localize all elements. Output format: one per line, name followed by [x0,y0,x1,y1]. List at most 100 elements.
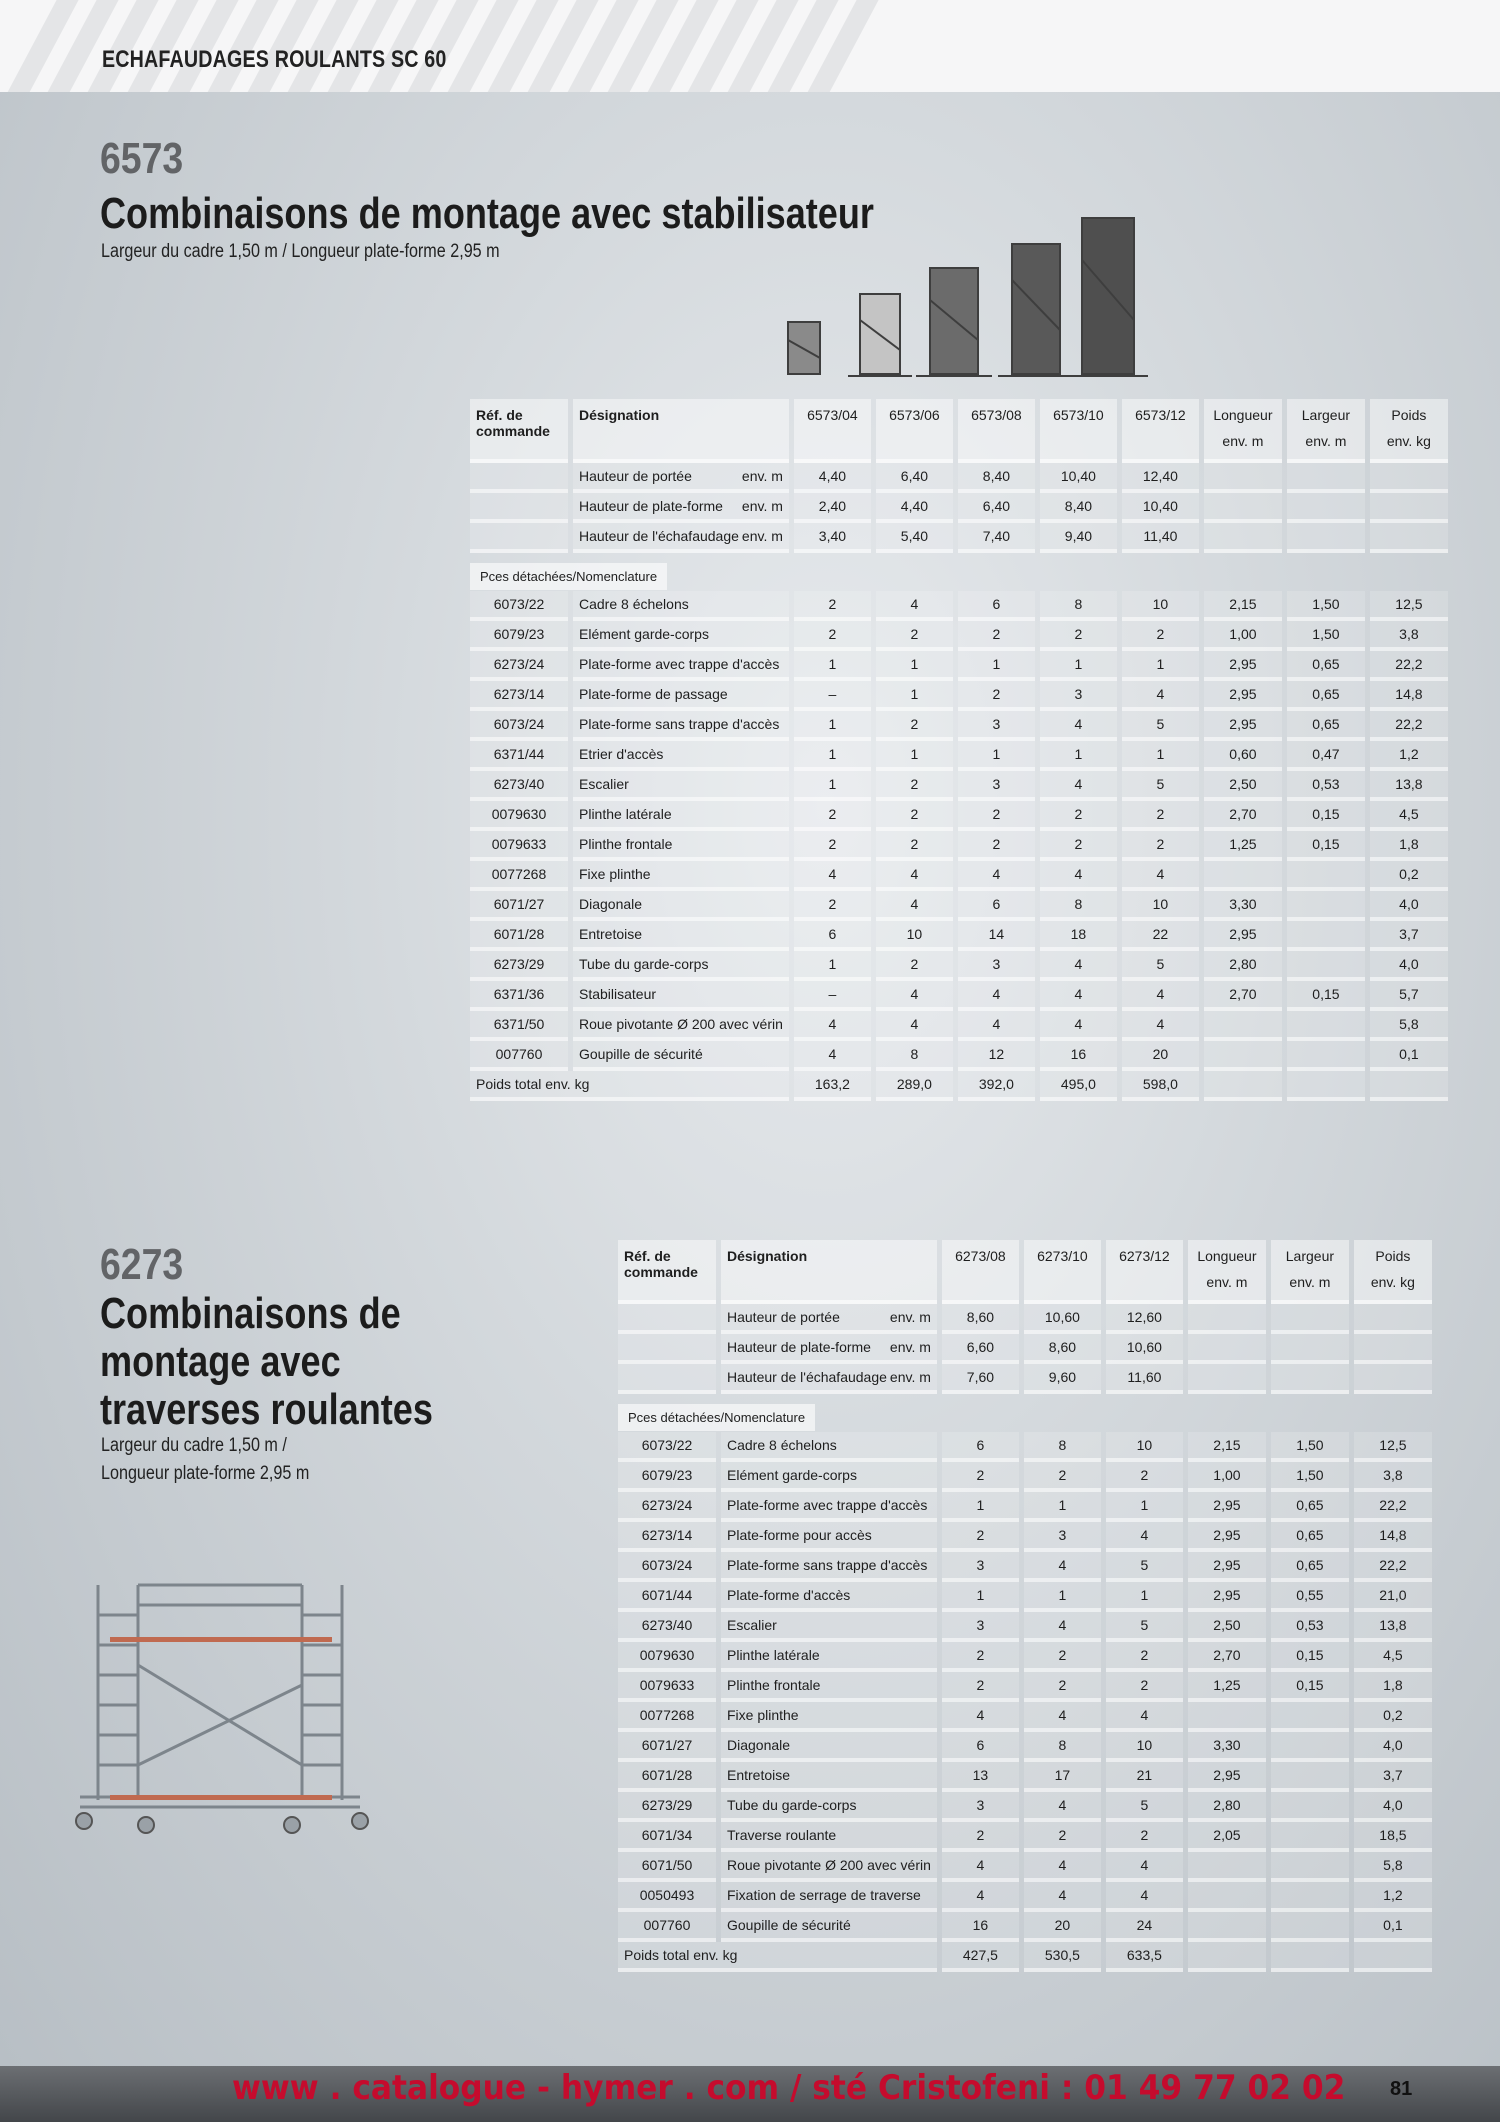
section1-parts-table: Réf. de commande Désignation 6573/04 6573… [465,399,1453,1101]
part-width: 0,65 [1270,1552,1349,1582]
variant-header: 6273/12 [1105,1240,1183,1304]
designation-header: Désignation [573,399,789,463]
part-weight: 3,8 [1369,621,1448,651]
part-ref: 6273/40 [470,771,568,801]
part-quantity: 4 [1105,1522,1183,1552]
height-value: 10,60 [1023,1304,1101,1334]
empty-cell [1270,1364,1349,1394]
height-label: Hauteur de portée [727,1309,840,1325]
part-width [1270,1912,1349,1942]
part-quantity: 2 [793,831,871,861]
part-quantity: 2 [957,801,1035,831]
empty-cell [1353,1304,1432,1334]
part-quantity: – [793,681,871,711]
table-row: 6273/14 Plate-forme de passage –1 2 3 4 2,95 0,… [470,681,1448,711]
part-weight: 0,2 [1369,861,1448,891]
part-quantity: 2 [1023,1462,1101,1492]
part-quantity: 3 [957,771,1035,801]
height-label: Hauteur de plate-forme [579,498,723,514]
part-name: Plate-forme pour accès [721,1522,937,1552]
table-row: 6071/50 Roue pivotante Ø 200 avec vérin 4 4… [618,1852,1432,1882]
part-width: 0,55 [1270,1582,1349,1612]
part-weight: 5,8 [1353,1852,1432,1882]
part-name: Entretoise [721,1762,937,1792]
part-quantity: 5 [1121,771,1199,801]
part-quantity: 4 [875,1011,953,1041]
part-width: 0,65 [1270,1522,1349,1552]
part-quantity: 4 [1105,1702,1183,1732]
part-quantity: 1 [793,771,871,801]
part-weight: 13,8 [1353,1612,1432,1642]
part-ref: 0050493 [618,1882,716,1912]
part-length: 2,95 [1187,1492,1266,1522]
parts-subheader: Pces détachées/Nomenclature [470,562,668,590]
part-quantity: 2 [957,681,1035,711]
part-weight: 22,2 [1369,651,1448,681]
footer-contact-link[interactable]: www . catalogue - hymer . com / sté Cris… [232,2068,1346,2108]
table-row: 6073/24 Plate-forme sans trappe d'accès 3 4… [618,1552,1432,1582]
table-row: 6273/29 Tube du garde-corps 3 4 5 2,80 4,0 [618,1792,1432,1822]
part-name: Plate-forme sans trappe d'accès [721,1552,937,1582]
table-row: 6073/22 Cadre 8 échelons 6 8 10 2,15 1,50 12,5 [618,1432,1432,1462]
part-ref: 007760 [470,1041,568,1071]
height-label-cell: Hauteur de portée env. m [721,1304,937,1334]
part-quantity: 10 [1121,891,1199,921]
part-quantity: 4 [1039,861,1117,891]
part-weight: 13,8 [1369,771,1448,801]
part-width: 0,47 [1286,741,1365,771]
part-quantity: 2 [957,621,1035,651]
table-row: 6071/44 Plate-forme d'accès 1 1 1 2,95 0,55 21,… [618,1582,1432,1612]
part-quantity: 4 [875,981,953,1011]
part-name: Plate-forme avec trappe d'accès [721,1492,937,1522]
part-quantity: 4 [1039,1011,1117,1041]
part-quantity: 16 [941,1912,1019,1942]
total-weight-value: 289,0 [875,1071,953,1101]
part-weight: 4,0 [1353,1792,1432,1822]
total-weight-row: Poids total env. kg 163,2 289,0 392,0 49… [470,1071,1448,1101]
part-quantity: 4 [941,1852,1019,1882]
part-name: Plate-forme avec trappe d'accès [573,651,789,681]
part-ref: 6371/50 [470,1011,568,1041]
part-width [1286,1041,1365,1071]
table-row: 6071/27 Diagonale 6 8 10 3,30 4,0 [618,1732,1432,1762]
total-weight-value: 598,0 [1121,1071,1199,1101]
part-width: 0,15 [1286,801,1365,831]
empty-cell [1353,1334,1432,1364]
part-ref: 6071/28 [618,1762,716,1792]
table-row: 6371/36 Stabilisateur –4 4 4 4 2,70 0,15 5,7 [470,981,1448,1011]
part-quantity: 10 [1121,591,1199,621]
part-ref: 6273/14 [470,681,568,711]
part-weight: 1,8 [1369,831,1448,861]
part-ref: 007760 [618,1912,716,1942]
part-length: 2,15 [1203,591,1282,621]
section1-number: 6573 [100,134,184,183]
table-row: 0077268 Fixe plinthe 4 4 4 4 4 0,2 [470,861,1448,891]
table-row: 007760 Goupille de sécurité 16 20 24 0,1 [618,1912,1432,1942]
part-quantity: 1 [875,681,953,711]
table-header-row: Réf. de commande Désignation 6573/04 6573… [470,399,1448,463]
part-width [1286,1011,1365,1041]
part-quantity: 2 [875,831,953,861]
part-quantity: 14 [957,921,1035,951]
width-header: Largeur env. m [1270,1240,1349,1304]
height-unit: env. m [741,528,783,544]
part-name: Escalier [721,1612,937,1642]
part-quantity: 10 [1105,1732,1183,1762]
empty-cell [1270,1304,1349,1334]
part-quantity: 4 [941,1702,1019,1732]
height-label: Hauteur de l'échafaudage [579,528,739,544]
part-quantity: 4 [1023,1882,1101,1912]
part-quantity: 3 [941,1612,1019,1642]
part-ref: 6073/22 [618,1432,716,1462]
part-quantity: 8 [1023,1732,1101,1762]
part-quantity: 4 [1023,1612,1101,1642]
part-quantity: 2 [941,1522,1019,1552]
part-weight: 14,8 [1353,1522,1432,1552]
part-width: 0,53 [1270,1612,1349,1642]
catalog-section-title: ECHAFAUDAGES ROULANTS SC 60 [102,46,447,73]
part-ref: 6371/36 [470,981,568,1011]
variant-header: 6573/04 [793,399,871,463]
height-ref-cell [470,523,568,553]
empty-cell [1286,463,1365,493]
part-quantity: 2 [793,591,871,621]
